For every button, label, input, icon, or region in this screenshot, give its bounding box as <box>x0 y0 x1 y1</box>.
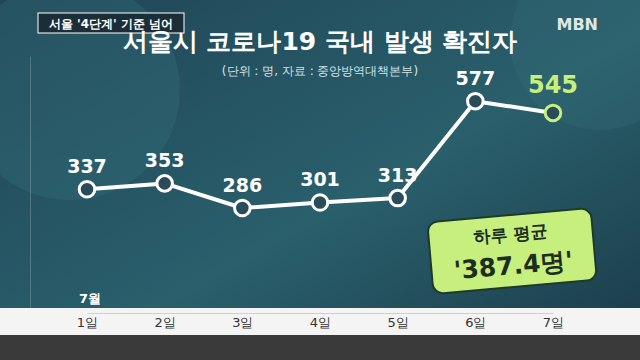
x-tick-label: 2일 <box>155 315 176 330</box>
data-label: 545 <box>528 71 578 99</box>
x-label: 7월 <box>79 291 101 306</box>
annotation: 하루 평균'387.4명' <box>427 208 597 294</box>
data-label: 301 <box>300 168 340 190</box>
data-label: 577 <box>455 67 495 89</box>
data-label: 353 <box>145 149 185 171</box>
x-tick-label: 4일 <box>310 315 331 330</box>
chart: 서울 '4단계' 기준 넘어MBN서울시 코로나19 국내 발생 확진자(단위 … <box>0 0 640 360</box>
title: 서울시 코로나19 국내 발생 확진자 <box>123 27 518 56</box>
data-label: 313 <box>378 164 418 186</box>
marker <box>390 190 406 206</box>
x-tick: 7일 <box>543 313 564 330</box>
data-label: 337 <box>67 155 107 177</box>
x-axis-line <box>88 313 554 314</box>
marker <box>468 93 484 109</box>
subtitle: (단위 : 명, 자료 : 중앙방역대책본부) <box>222 64 418 78</box>
marker <box>79 181 95 197</box>
marker <box>157 176 173 192</box>
y-axis <box>30 57 31 314</box>
x-tick-label: 6일 <box>465 315 486 330</box>
annotation-box <box>427 208 597 294</box>
x-tick: 3일 <box>232 313 253 330</box>
plot <box>79 93 561 215</box>
annotation-text: '387.4명' <box>453 246 574 285</box>
marker <box>235 200 251 216</box>
x-tick-label: 7일 <box>543 315 564 330</box>
logo: MBN <box>556 15 598 34</box>
data-labels: 337 353 286 301 313 577 545 <box>67 67 578 196</box>
x-tick-label: 5일 <box>388 315 409 330</box>
x-axis: 1일 2일 3일 4일 5일 6일 7일 <box>77 313 564 330</box>
annotation-text: 하루 평균 <box>473 221 548 247</box>
marker <box>545 105 561 121</box>
marker <box>312 195 328 211</box>
footer-band <box>0 335 640 360</box>
x-tick: 1일 <box>77 313 98 330</box>
data-label: 286 <box>222 174 262 196</box>
x-tick: 5일 <box>388 313 409 330</box>
x-tick-label: 3일 <box>232 315 253 330</box>
x-tick: 4일 <box>310 313 331 330</box>
line <box>87 101 553 208</box>
y-axis-line <box>30 57 31 314</box>
x-tick: 6일 <box>465 313 486 330</box>
x-tick: 2일 <box>155 313 176 330</box>
axis-band <box>0 308 640 335</box>
x-tick-label: 1일 <box>77 315 98 330</box>
